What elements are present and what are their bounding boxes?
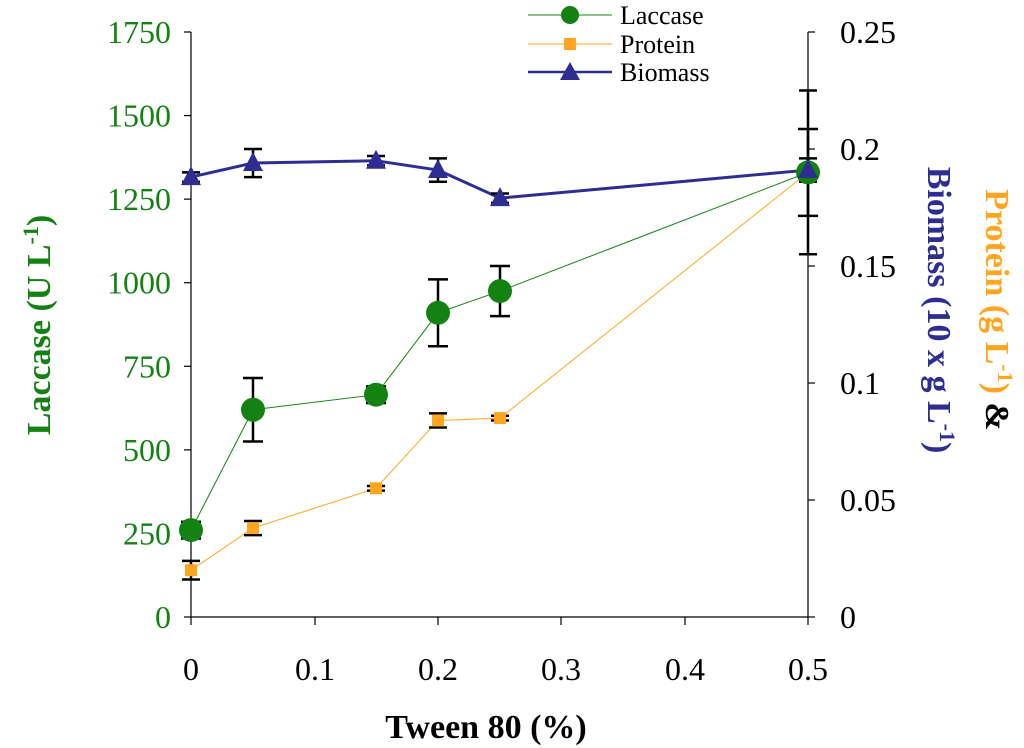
protein-point [247,522,259,535]
left-tick-label: 500 [123,432,171,468]
x-tick-label: 0.2 [418,651,458,687]
series-layer [179,89,820,581]
legend-protein-label: Protein [620,30,695,59]
protein-point [432,414,444,427]
right-title-biomass-close: ) [920,442,957,453]
right-title-ampersand: & [978,394,1015,431]
right-title-biomass-sup: -1 [936,424,961,442]
right-axis-title-protein: Protein (g L-1) & [978,189,1019,431]
laccase-point [488,279,512,304]
left-axis-title-close: ) [21,215,58,226]
left-axis-title-sup: -1 [18,226,43,244]
laccase-point [179,518,203,543]
left-tick-label: 250 [123,515,171,551]
legend-item-laccase: Laccase [528,1,704,30]
legend-item-biomass: Biomass [528,58,710,87]
laccase-point [241,397,265,422]
left-tick-label: 750 [123,348,171,384]
left-tick-label: 0 [155,599,171,635]
biomass-point [366,149,386,169]
legend-item-protein: Protein [528,30,695,59]
protein-series-line [190,172,809,571]
legend-biomass-label: Biomass [620,58,710,87]
legend-laccase-label: Laccase [620,1,704,30]
right-tick-label: 0.2 [840,131,880,167]
laccase-series-line [190,171,809,531]
legend-laccase-marker [561,6,579,24]
right-tick-label: 0.15 [840,248,896,284]
axes [190,32,809,618]
x-tick-label: 0 [183,651,199,687]
protein-point [185,564,197,577]
x-axis-ticks: 0 0.1 0.2 0.3 0.4 0.5 [183,617,828,687]
right-tick-label: 0.1 [840,365,880,401]
left-tick-label: 1750 [107,14,171,50]
laccase-point [364,382,388,407]
protein-point [494,412,506,425]
laccase-point [426,300,450,325]
right-title-biomass-main: Biomass (10 x g L [920,167,957,424]
x-tick-label: 0.3 [541,651,581,687]
x-axis-title: Tween 80 (%) [385,709,586,746]
left-tick-label: 1250 [107,181,171,217]
biomass-point [428,159,448,179]
legend-biomass-marker [560,62,580,80]
right-title-protein-sup: -1 [994,364,1019,382]
right-title-protein-close: ) [978,383,1015,394]
right-axis-title-biomass: Biomass (10 x g L-1) [920,167,961,454]
x-tick-label: 0.4 [665,651,705,687]
biomass-point [243,152,263,172]
right-tick-label: 0.05 [840,482,896,518]
right-axis-ticks: 0 0.05 0.1 0.15 0.2 0.25 [808,14,896,635]
x-tick-label: 0.1 [295,651,335,687]
right-tick-label: 0.25 [840,14,896,50]
right-tick-label: 0 [840,599,856,635]
biomass-series-line [190,159,809,200]
biomass-point [181,166,201,186]
legend: Laccase Protein Biomass [528,1,710,87]
right-title-protein-main: Protein (g L [978,189,1015,364]
left-tick-label: 1500 [107,98,171,134]
protein-point [370,482,382,495]
x-tick-label: 0.5 [788,651,828,687]
left-tick-label: 1000 [107,265,171,301]
left-axis-title-main: Laccase (U L [21,244,58,435]
legend-protein-marker [564,38,576,50]
left-axis-title: Laccase (U L-1) [18,215,59,435]
left-axis-ticks: 0 250 500 750 1000 1250 1500 1750 [107,14,191,635]
biomass-point [490,187,510,207]
biomass-point [798,159,818,179]
